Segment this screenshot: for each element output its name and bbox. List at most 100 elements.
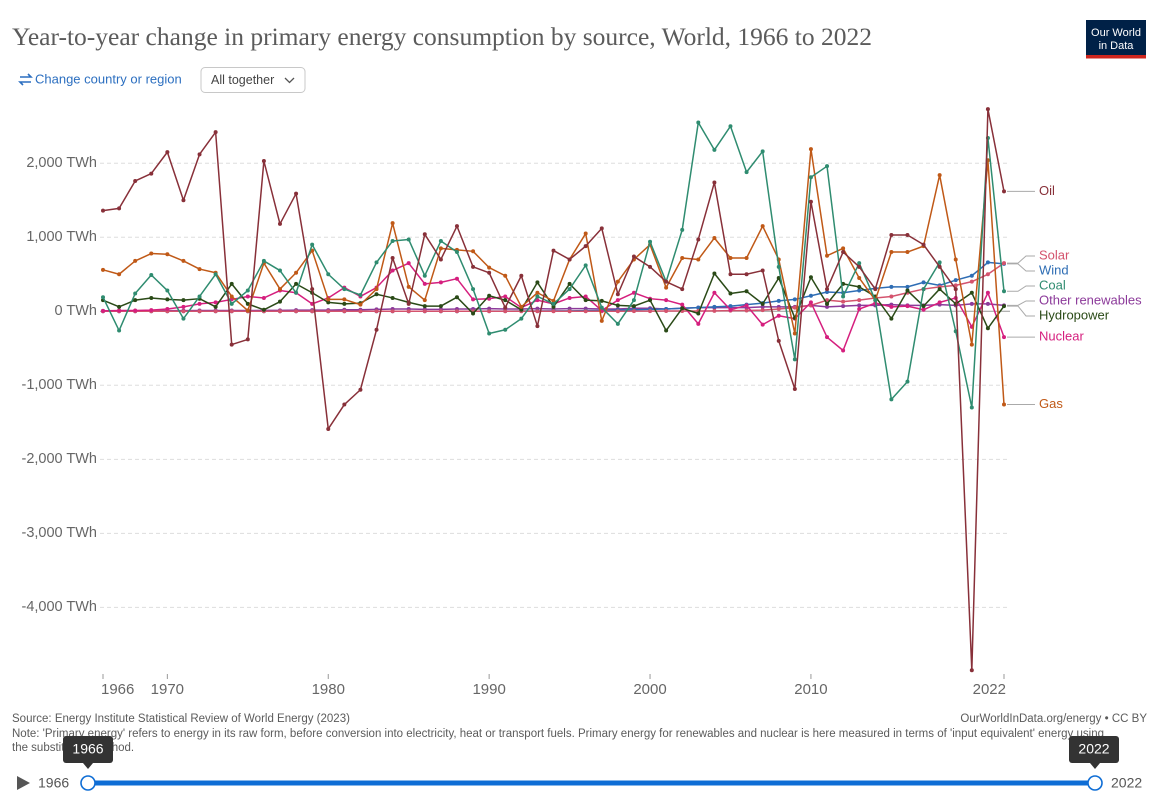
point [680, 306, 685, 311]
point [390, 268, 395, 273]
point [841, 250, 846, 255]
point [825, 290, 830, 295]
point [857, 284, 862, 289]
logo-text: in Data [1099, 40, 1135, 52]
point [438, 246, 443, 251]
point [567, 281, 572, 286]
point [213, 272, 218, 277]
point [969, 405, 974, 410]
point [310, 287, 315, 292]
point [181, 198, 186, 203]
change-country-button[interactable]: Change country or region [18, 71, 182, 86]
point [792, 331, 797, 336]
point [551, 301, 556, 306]
point [390, 238, 395, 243]
point [712, 308, 717, 313]
x-tick-label: 1990 [472, 681, 505, 698]
point [889, 284, 894, 289]
point [680, 302, 685, 307]
point [857, 298, 862, 303]
point [615, 298, 620, 303]
point [326, 309, 331, 314]
point [503, 305, 508, 310]
point [294, 270, 299, 275]
point [390, 295, 395, 300]
point [969, 273, 974, 278]
point [567, 257, 572, 262]
point [535, 324, 540, 329]
point [905, 233, 910, 238]
x-tick-label: 1970 [151, 681, 184, 698]
point [374, 260, 379, 265]
point [857, 275, 862, 280]
point [551, 248, 556, 253]
point [792, 357, 797, 362]
point [808, 293, 813, 298]
point [760, 224, 765, 229]
point [712, 290, 717, 295]
point [760, 308, 765, 313]
point [519, 316, 524, 321]
point [454, 309, 459, 314]
selector-dropdown[interactable]: All together [200, 67, 306, 93]
point [277, 309, 282, 314]
point [808, 147, 813, 152]
point [583, 231, 588, 236]
point [101, 308, 105, 313]
point [664, 309, 669, 314]
point [648, 239, 653, 244]
point [358, 387, 363, 392]
point [744, 170, 749, 175]
point [664, 285, 669, 290]
y-tick-label: -1,000 TWh [22, 377, 98, 393]
point [825, 164, 830, 169]
logo-bar [1086, 55, 1146, 59]
point [905, 304, 910, 309]
point [937, 260, 942, 265]
point [680, 287, 685, 292]
point [422, 298, 427, 303]
point [326, 272, 331, 277]
point [728, 255, 733, 260]
point [181, 309, 186, 314]
logo[interactable]: Our World in Data [1086, 20, 1146, 59]
point [342, 287, 347, 292]
point [696, 321, 701, 326]
point [294, 191, 299, 196]
url-text[interactable]: OurWorldInData.org/energy • CC BY [960, 713, 1147, 725]
point [374, 292, 379, 297]
point [229, 301, 234, 306]
point [535, 309, 540, 314]
point [551, 309, 556, 314]
point [117, 304, 122, 309]
point [261, 159, 266, 163]
point [535, 290, 540, 295]
point [808, 275, 813, 280]
point [519, 273, 524, 278]
point [487, 270, 492, 275]
point [519, 307, 524, 312]
point [213, 304, 218, 309]
point [873, 287, 878, 292]
point [905, 288, 910, 293]
point [261, 307, 266, 312]
point [615, 303, 620, 308]
point [229, 297, 234, 302]
point [197, 301, 202, 306]
logo-text: Our World [1091, 27, 1141, 39]
point [197, 152, 202, 157]
point [776, 307, 781, 312]
point [664, 279, 669, 284]
point [471, 249, 476, 254]
point [599, 298, 604, 303]
point [229, 309, 234, 314]
y-tick-label: 0 TWh [55, 303, 97, 319]
point [857, 288, 862, 293]
point [631, 309, 636, 314]
label-connector [1007, 300, 1035, 306]
point [342, 301, 347, 306]
point [390, 255, 395, 260]
series-line [102, 121, 1005, 409]
point [599, 226, 604, 231]
